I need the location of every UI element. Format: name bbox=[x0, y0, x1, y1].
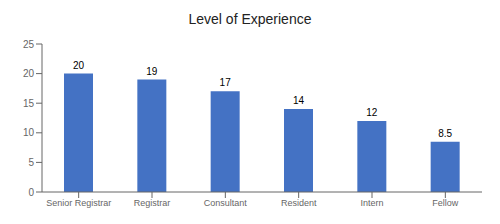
html-text:Level of Experience: Level of Experience bbox=[188, 11, 312, 27]
svg-text:Registrar: Registrar bbox=[134, 198, 171, 208]
svg-text:20: 20 bbox=[73, 60, 85, 71]
svg-text:Senior Registrar: Senior Registrar bbox=[46, 198, 111, 208]
svg-text:15: 15 bbox=[23, 98, 35, 109]
svg-text:0: 0 bbox=[28, 187, 34, 198]
svg-text:5: 5 bbox=[28, 157, 34, 168]
svg-text:10: 10 bbox=[23, 127, 35, 138]
svg-text:14: 14 bbox=[293, 95, 305, 106]
svg-text:19: 19 bbox=[146, 66, 158, 77]
svg-text:12: 12 bbox=[366, 107, 378, 118]
svg-text:17: 17 bbox=[220, 77, 232, 88]
svg-text:Resident: Resident bbox=[281, 198, 317, 208]
svg-text:Consultant: Consultant bbox=[204, 198, 248, 208]
svg-text:Intern: Intern bbox=[360, 198, 383, 208]
svg-text:Fellow: Fellow bbox=[432, 198, 459, 208]
svg-text:8.5: 8.5 bbox=[438, 128, 452, 139]
svg-text:25: 25 bbox=[23, 39, 35, 50]
svg-text:20: 20 bbox=[23, 68, 35, 79]
